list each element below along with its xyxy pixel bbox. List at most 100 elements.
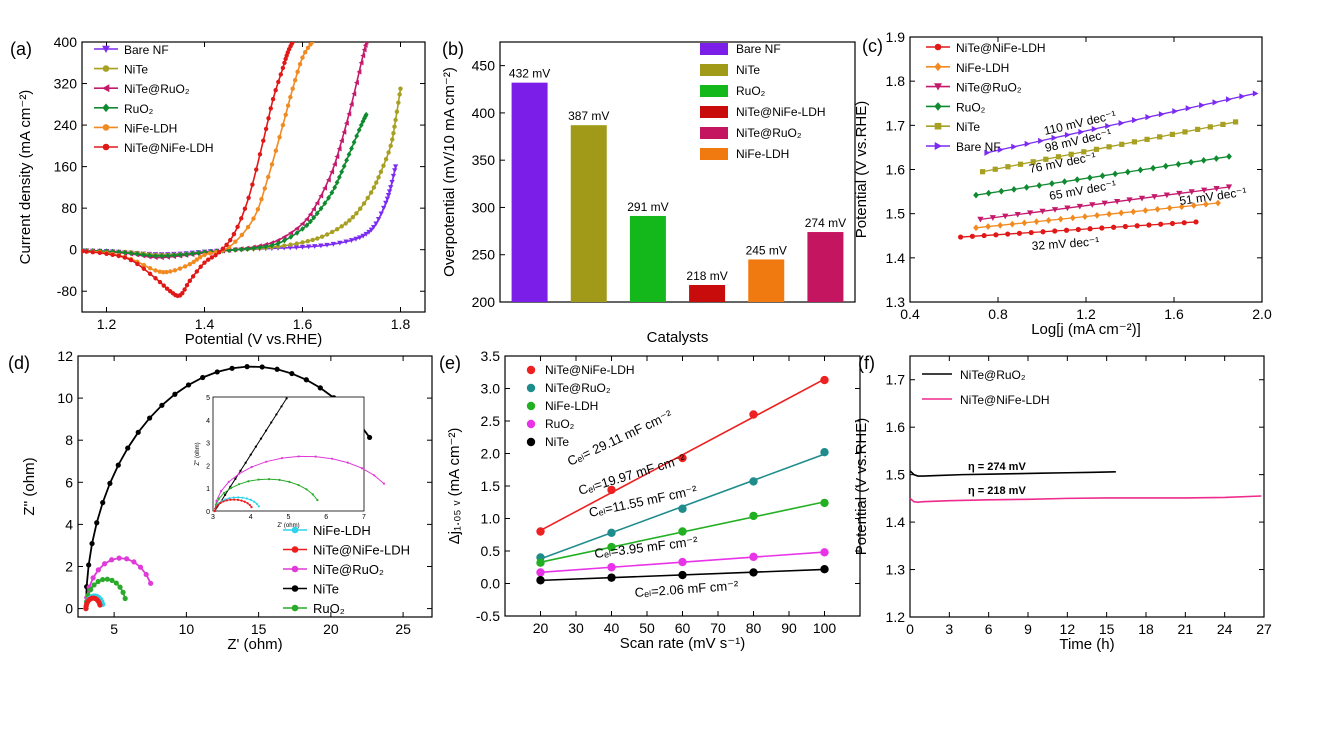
inset-point [257,478,260,481]
data-point [393,117,398,123]
data-point [217,250,222,255]
data-point [371,224,377,230]
data-point [1024,140,1031,147]
inset-point [237,483,241,486]
series-d-4 [83,576,128,612]
data-point [356,127,362,133]
data-point [1093,146,1100,152]
data-point [200,374,206,381]
x-tick-label-f: 12 [1060,621,1076,637]
data-point [290,42,295,45]
data-point [341,163,347,170]
data-point [134,251,140,257]
data-point [310,237,315,243]
plot-frame-c [909,36,1263,303]
data-point [334,227,340,232]
y-tick-label-b: 400 [472,105,496,121]
panel-label-c: (c) [862,36,883,56]
y-tick-label-f: 1.6 [886,419,906,435]
inset-x-tick-label: 7 [362,514,366,521]
data-point [239,216,244,221]
y-tick-label-f: 1.3 [886,562,906,578]
legend-label: NiTe@NiFe-LDH [960,393,1050,407]
data-point [117,584,123,590]
data-point [351,139,357,146]
data-point [187,278,192,284]
data-point [1021,219,1028,227]
data-point [1074,176,1081,184]
legend-label: NiTe@NiFe-LDH [124,141,214,155]
data-point [146,252,152,259]
data-point [1188,189,1195,195]
data-point [148,580,154,586]
inset-point [382,482,386,485]
inset-point [220,489,223,493]
data-point [273,148,279,153]
data-point [397,92,402,97]
legend-marker [526,419,536,429]
data-point [1055,154,1062,160]
data-point [1215,199,1221,207]
data-point [110,252,115,258]
inset-point [237,496,240,499]
data-point [287,245,293,251]
inset-y-tick-label: 1 [206,486,210,493]
data-point [363,111,369,118]
data-point [276,79,281,85]
data-point [348,238,355,243]
legend-marker [934,83,942,91]
data-point [86,562,92,568]
series-f-0: η = 274 mV [909,461,1116,477]
data-point [94,520,100,526]
legend-marker [102,103,110,113]
inset-point [217,503,220,506]
data-point [1225,96,1232,103]
data-point [263,126,269,132]
data-point [153,253,158,259]
data-point [182,287,187,292]
legend-marker [526,401,536,411]
data-point [334,179,340,186]
legend-label: NiTe [124,63,148,77]
data-point [349,145,354,152]
y-tick-label-f: 1.4 [886,514,906,530]
data-point [1144,136,1150,142]
y-axis-label-f: Potential (V vs.RHE) [853,418,870,556]
y-tick-label-d: 8 [65,432,73,448]
data-point [360,118,366,125]
data-point [997,146,1004,153]
data-point [678,527,687,536]
data-point [749,477,758,486]
x-tick-label-e: 80 [746,620,762,636]
series-line [909,470,1116,477]
panel-b: 200 250 300 350 400 450 432 mV 387 mV 291 mV 218 … [441,39,856,346]
data-point [147,415,153,421]
data-point [177,252,183,258]
inset-point [224,498,227,501]
data-point [1057,215,1064,223]
inset-x-tick-label: 5 [287,514,291,521]
data-point [104,251,109,257]
inset-point [246,502,249,505]
legend-marker [526,365,536,375]
data-point [1226,153,1232,160]
data-point [326,195,331,201]
inset-series-1 [213,498,253,513]
data-point [140,251,146,258]
data-point [257,152,263,157]
inset-point [215,499,218,502]
data-point [191,259,196,265]
y-tick-label-d: 10 [57,390,73,406]
inset-point [239,469,242,472]
data-point [109,557,115,563]
inset-point [254,445,257,448]
data-point [1051,134,1058,142]
data-point [1132,116,1138,124]
overpotential-annotation: η = 218 mV [968,485,1026,497]
x-tick-label-f: 0 [906,621,914,637]
data-point [159,402,165,408]
data-point [363,231,369,237]
tafel-slope-label: 51 mV dec⁻¹ [1178,185,1247,208]
legend-label: NiTe@RuO₂ [124,82,190,96]
data-point [304,222,310,229]
